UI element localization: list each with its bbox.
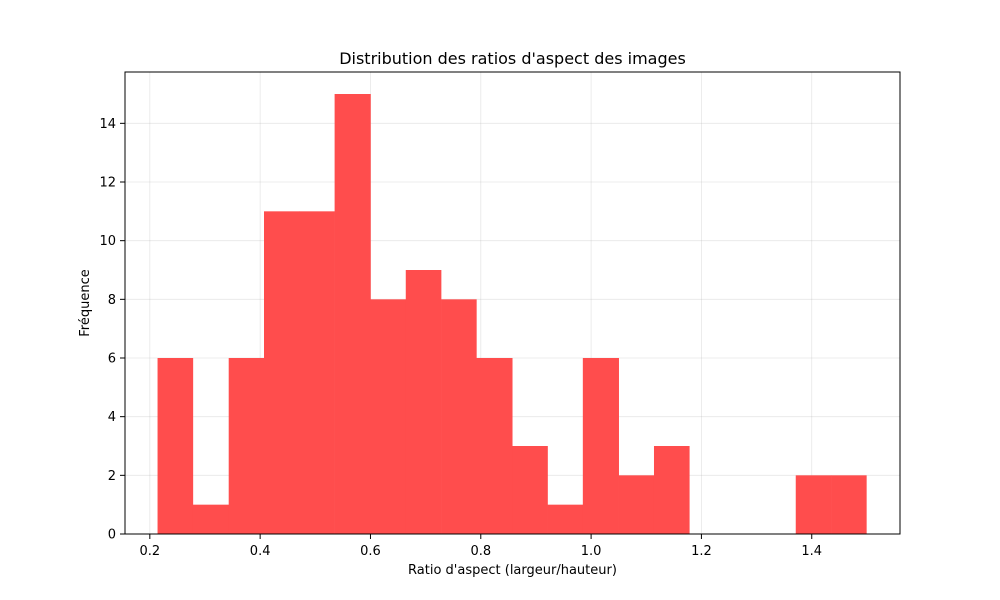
histogram-bar	[405, 270, 442, 534]
x-tick-label: 0.8	[470, 544, 491, 559]
x-tick-label: 1.4	[801, 544, 822, 559]
histogram-bar	[547, 504, 584, 534]
x-tick-label: 0.2	[139, 544, 160, 559]
y-tick-label: 2	[108, 469, 116, 484]
plot-frame	[124, 71, 901, 535]
y-tick-label: 0	[108, 528, 116, 543]
histogram-bar	[831, 475, 867, 534]
x-tick-label: 0.4	[250, 544, 271, 559]
histogram-bar	[299, 211, 335, 535]
histogram-bar	[370, 299, 407, 534]
histogram-bar	[264, 211, 300, 535]
histogram-bar	[582, 358, 619, 534]
histogram-bar	[157, 358, 194, 534]
histogram-bar	[228, 358, 265, 534]
y-tick-label: 10	[99, 234, 116, 249]
histogram-bar	[192, 504, 230, 534]
chart-title: Distribution des ratios d'aspect des ima…	[339, 49, 686, 68]
histogram-bars	[157, 94, 867, 535]
histogram-bar	[653, 446, 690, 534]
x-axis-label: Ratio d'aspect (largeur/hauteur)	[408, 563, 617, 578]
histogram-bar	[334, 94, 371, 534]
y-tick-label: 4	[108, 410, 116, 425]
y-tick-label: 14	[99, 117, 116, 132]
y-tick-label: 12	[99, 176, 116, 191]
x-tick-label: 1.2	[691, 544, 712, 559]
histogram-bar	[441, 299, 477, 534]
histogram-bar	[476, 358, 513, 534]
histogram-bar	[512, 446, 548, 534]
x-tick-label: 0.6	[360, 544, 381, 559]
x-tick-label: 1.0	[581, 544, 602, 559]
y-axis-label: Fréquence	[78, 269, 93, 336]
x-axis-ticks: 0.2 0.4 0.6 0.8 1.0 1.2 1.4	[139, 534, 822, 559]
y-tick-label: 6	[108, 352, 116, 367]
histogram-bar	[618, 475, 655, 534]
histogram-bar	[795, 475, 832, 534]
y-axis-ticks: 0 2 4 6 8 10 12 14	[99, 117, 125, 543]
y-tick-label: 8	[108, 293, 116, 308]
